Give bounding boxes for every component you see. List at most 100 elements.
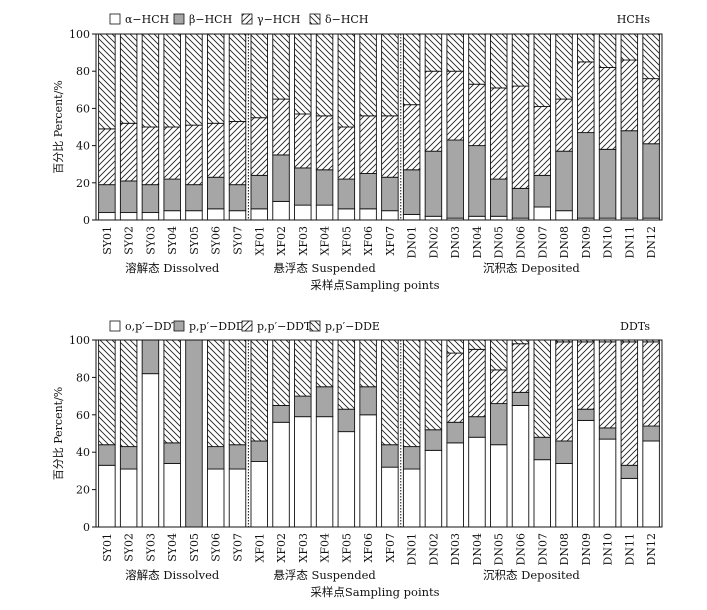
y-tick-label: 20: [76, 484, 90, 497]
group-label: 悬浮态 Suspended: [273, 568, 376, 582]
bar-segment: [642, 425, 660, 442]
x-tick-label: SY04: [166, 226, 179, 255]
bar-segment: [228, 444, 247, 470]
x-tick-label: SY05: [188, 533, 201, 562]
bar-segment: [511, 85, 530, 189]
chart-panel-ddts: o,p′−DDT p,p′−DDD p,p′−DDT p,p′−DDE DDTs 0 20 4…: [52, 320, 663, 599]
bar-segment: [315, 115, 334, 171]
plot-frame: [95, 339, 663, 528]
legend-label: p,p′−DDT: [257, 320, 312, 333]
x-axis-title: 采样点Sampling points: [310, 278, 439, 292]
bar-segment: [359, 33, 377, 117]
x-tick-label: DN11: [623, 533, 636, 565]
x-tick-label: DN10: [602, 533, 615, 565]
bar-segment: [490, 339, 508, 371]
bar-segment: [337, 33, 356, 128]
bar-segment: [98, 444, 116, 466]
bar-segment: [511, 33, 530, 87]
y-tick-label: 20: [76, 177, 90, 190]
bar-segment: [598, 438, 617, 528]
bar-segment: [642, 143, 660, 219]
x-axis-title: 采样点Sampling points: [310, 585, 439, 599]
bar-segment: [185, 33, 203, 126]
x-tick-label: XF03: [297, 226, 310, 255]
bar-segment: [163, 339, 181, 444]
bar-segment: [294, 339, 312, 397]
x-tick-label: XF07: [384, 226, 397, 255]
group-label: 溶解态 Dissolved: [125, 568, 220, 582]
x-tick-label: XF02: [275, 226, 288, 255]
bar-segment: [185, 184, 203, 212]
bar-segment: [598, 148, 617, 219]
x-tick-label: XF02: [275, 533, 288, 562]
legend-label: α−HCH: [125, 13, 169, 26]
x-tick-label: XF06: [362, 226, 375, 255]
bar-segment: [381, 339, 399, 446]
bar-segment: [533, 436, 551, 461]
bar-segment: [359, 173, 377, 210]
legend-label: p,p′−DDD: [189, 320, 245, 333]
bar-segment: [207, 208, 225, 221]
bar-segment: [250, 208, 268, 221]
bar-segment: [598, 67, 617, 150]
legend-swatch: [309, 13, 321, 25]
legend-swatch: [173, 320, 185, 332]
x-tick-label: DN02: [427, 533, 440, 565]
bar-segment: [446, 139, 464, 219]
bar-segment: [315, 339, 334, 388]
bar-segment: [577, 132, 595, 219]
bar-segment: [228, 120, 247, 186]
legend-swatch: [109, 13, 121, 25]
bar-segment: [294, 167, 312, 206]
panel-label: DDTs: [620, 320, 650, 333]
bar-segment: [119, 180, 138, 214]
bar-segment: [98, 464, 116, 528]
bar-segment: [446, 339, 464, 354]
bar-segment: [620, 341, 639, 466]
bar-segment: [533, 206, 551, 221]
bar-segment: [402, 169, 421, 215]
bar-segment: [250, 440, 268, 463]
chart-panel-hchs: α−HCH β−HCH γ−HCH δ−HCH HCHs 0 20 40 60 80 100 百分比 …: [52, 13, 663, 292]
bar-segment: [642, 78, 660, 145]
bar-segment: [381, 33, 399, 117]
bar-segment: [185, 339, 203, 528]
bar-segment: [272, 421, 290, 528]
bar-segment: [141, 212, 160, 221]
bar-segment: [163, 462, 181, 528]
bar-segment: [141, 184, 160, 214]
bar-segment: [555, 33, 573, 100]
bar-segment: [163, 210, 181, 221]
x-tick-label: SY03: [144, 226, 157, 255]
x-tick-label: DN03: [449, 226, 462, 258]
bar-segment: [468, 145, 486, 217]
bar-segment: [250, 33, 268, 119]
bar-segment: [533, 339, 551, 438]
bar-segment: [337, 208, 356, 221]
bar-segment: [315, 169, 334, 206]
bar-segment: [315, 416, 334, 528]
x-tick-label: SY06: [210, 533, 223, 562]
bar-segment: [620, 59, 639, 132]
bar-segment: [119, 122, 138, 182]
bar-segment: [446, 70, 464, 141]
y-tick-label: 60: [76, 409, 90, 422]
bar-segment: [119, 468, 138, 528]
bar-segment: [359, 115, 377, 174]
bar-segment: [598, 427, 617, 440]
bar-segment: [381, 444, 399, 468]
bar-segment: [620, 477, 639, 528]
bar-segment: [468, 416, 486, 438]
bar-segment: [294, 204, 312, 221]
bar-segment: [424, 150, 443, 217]
y-tick-label: 40: [76, 446, 90, 459]
x-tick-label: XF06: [362, 533, 375, 562]
x-tick-label: DN07: [536, 226, 549, 258]
bar-segment: [272, 200, 290, 221]
plot-frame: [95, 33, 663, 221]
x-tick-label: DN05: [493, 533, 506, 565]
bar-segment: [337, 339, 356, 410]
bar-segment: [620, 130, 639, 219]
bar-segment: [359, 339, 377, 388]
bar-segment: [402, 446, 421, 470]
